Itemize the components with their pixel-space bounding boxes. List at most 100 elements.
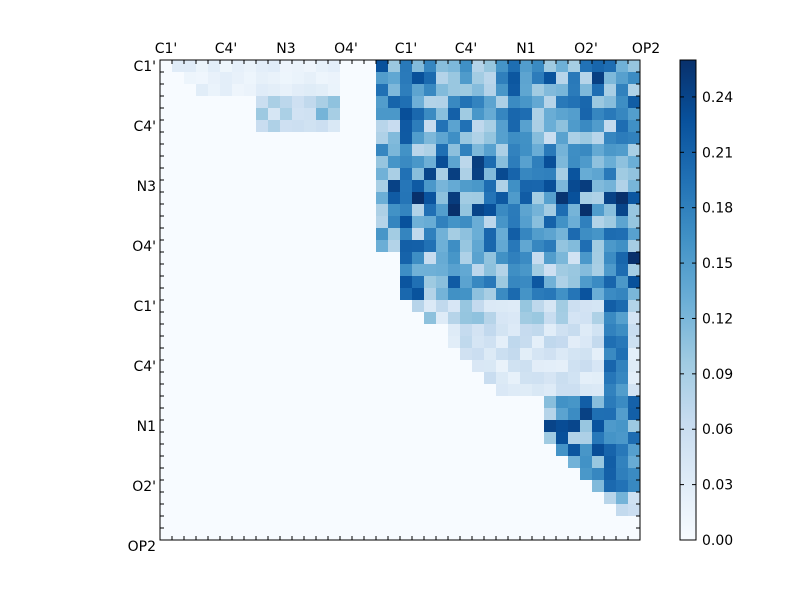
heatmap-cell xyxy=(568,132,581,145)
heatmap-cell xyxy=(568,240,581,253)
heatmap-cell xyxy=(496,72,509,85)
heatmap-cell xyxy=(568,528,581,541)
heatmap-cell xyxy=(388,420,401,433)
heatmap-cell xyxy=(172,264,185,277)
heatmap-cell xyxy=(184,492,197,505)
heatmap-cell xyxy=(160,312,173,325)
heatmap-cell xyxy=(220,132,233,145)
heatmap-cell xyxy=(484,84,497,97)
heatmap-cell xyxy=(292,516,305,529)
heatmap-cell xyxy=(472,480,485,493)
heatmap-cell xyxy=(496,168,509,181)
heatmap-cell xyxy=(244,432,257,445)
heatmap-cell xyxy=(544,240,557,253)
heatmap-cell xyxy=(544,168,557,181)
heatmap-cell xyxy=(412,180,425,193)
heatmap-cell xyxy=(208,408,221,421)
heatmap-cell xyxy=(568,216,581,229)
heatmap-cell xyxy=(220,120,233,133)
heatmap-cell xyxy=(424,432,437,445)
heatmap-cell xyxy=(580,384,593,397)
heatmap-cell xyxy=(184,516,197,529)
heatmap-cell xyxy=(184,84,197,97)
heatmap-cell xyxy=(436,252,449,265)
heatmap-cell xyxy=(220,144,233,157)
heatmap-cell xyxy=(544,228,557,241)
heatmap-cell xyxy=(316,444,329,457)
heatmap-cell xyxy=(448,324,461,337)
heatmap-cell xyxy=(376,168,389,181)
heatmap-cell xyxy=(628,504,641,517)
heatmap-cell xyxy=(232,276,245,289)
heatmap-cell xyxy=(520,396,533,409)
heatmap-cell xyxy=(568,156,581,169)
heatmap-cell xyxy=(208,468,221,481)
heatmap-cell xyxy=(604,228,617,241)
heatmap-cell xyxy=(592,480,605,493)
colorbar-tick-label: 0.24 xyxy=(702,90,733,106)
heatmap-cell xyxy=(448,108,461,121)
heatmap-cell xyxy=(580,348,593,361)
heatmap-cell xyxy=(208,360,221,373)
heatmap-cell xyxy=(268,192,281,205)
heatmap-cell xyxy=(172,468,185,481)
heatmap-cell xyxy=(448,132,461,145)
heatmap-cell xyxy=(616,432,629,445)
heatmap-cell xyxy=(532,408,545,421)
heatmap-cell xyxy=(232,504,245,517)
heatmap-cell xyxy=(316,336,329,349)
heatmap-cell xyxy=(160,276,173,289)
heatmap-cell xyxy=(244,444,257,457)
heatmap-cell xyxy=(268,432,281,445)
heatmap-cell xyxy=(508,84,521,97)
heatmap-cell xyxy=(172,228,185,241)
heatmap-cell xyxy=(184,420,197,433)
heatmap-cell xyxy=(628,492,641,505)
heatmap-cell xyxy=(388,72,401,85)
heatmap-cell xyxy=(376,180,389,193)
heatmap-cell xyxy=(556,228,569,241)
heatmap-cell xyxy=(580,144,593,157)
heatmap-cell xyxy=(304,288,317,301)
heatmap-cell xyxy=(364,72,377,85)
heatmap-cell xyxy=(400,444,413,457)
heatmap-cell xyxy=(220,72,233,85)
heatmap-cell xyxy=(412,240,425,253)
heatmap-cell xyxy=(340,60,353,73)
heatmap-cell xyxy=(232,72,245,85)
heatmap-cell xyxy=(424,192,437,205)
heatmap-cell xyxy=(412,192,425,205)
heatmap-cell xyxy=(304,300,317,313)
heatmap-cell xyxy=(268,204,281,217)
heatmap-cell xyxy=(340,252,353,265)
heatmap-cell xyxy=(172,108,185,121)
heatmap-cell xyxy=(364,384,377,397)
heatmap-cell xyxy=(520,96,533,109)
heatmap-cell xyxy=(220,288,233,301)
heatmap-cell xyxy=(220,240,233,253)
heatmap-cell xyxy=(616,192,629,205)
heatmap-cell xyxy=(568,456,581,469)
heatmap-cell xyxy=(196,504,209,517)
heatmap-cell xyxy=(436,192,449,205)
heatmap-cell xyxy=(508,228,521,241)
heatmap-cell xyxy=(280,168,293,181)
heatmap-cell xyxy=(460,348,473,361)
heatmap-cell xyxy=(460,528,473,541)
heatmap-cell xyxy=(316,396,329,409)
heatmap-cell xyxy=(592,348,605,361)
heatmap-cell xyxy=(592,276,605,289)
heatmap-cell xyxy=(160,432,173,445)
heatmap-cell xyxy=(556,324,569,337)
heatmap-cell xyxy=(544,132,557,145)
heatmap-cell xyxy=(412,528,425,541)
heatmap-cell xyxy=(628,348,641,361)
heatmap-cell xyxy=(256,504,269,517)
heatmap-cell xyxy=(472,156,485,169)
heatmap-cell xyxy=(316,372,329,385)
heatmap-cell xyxy=(592,528,605,541)
heatmap-cell xyxy=(184,216,197,229)
heatmap-cell xyxy=(364,216,377,229)
heatmap-cell xyxy=(472,348,485,361)
heatmap-cell xyxy=(544,348,557,361)
